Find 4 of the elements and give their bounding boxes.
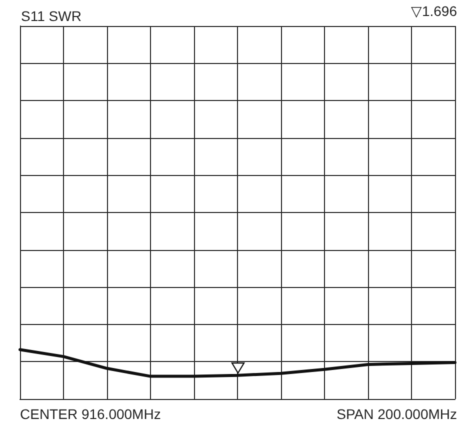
text: SPAN 200.000MHz xyxy=(336,406,458,422)
text: CENTER 916.000MHz xyxy=(20,406,161,422)
chart-title: S11 SWR xyxy=(21,8,82,24)
text: ▽1.696 xyxy=(410,3,458,19)
